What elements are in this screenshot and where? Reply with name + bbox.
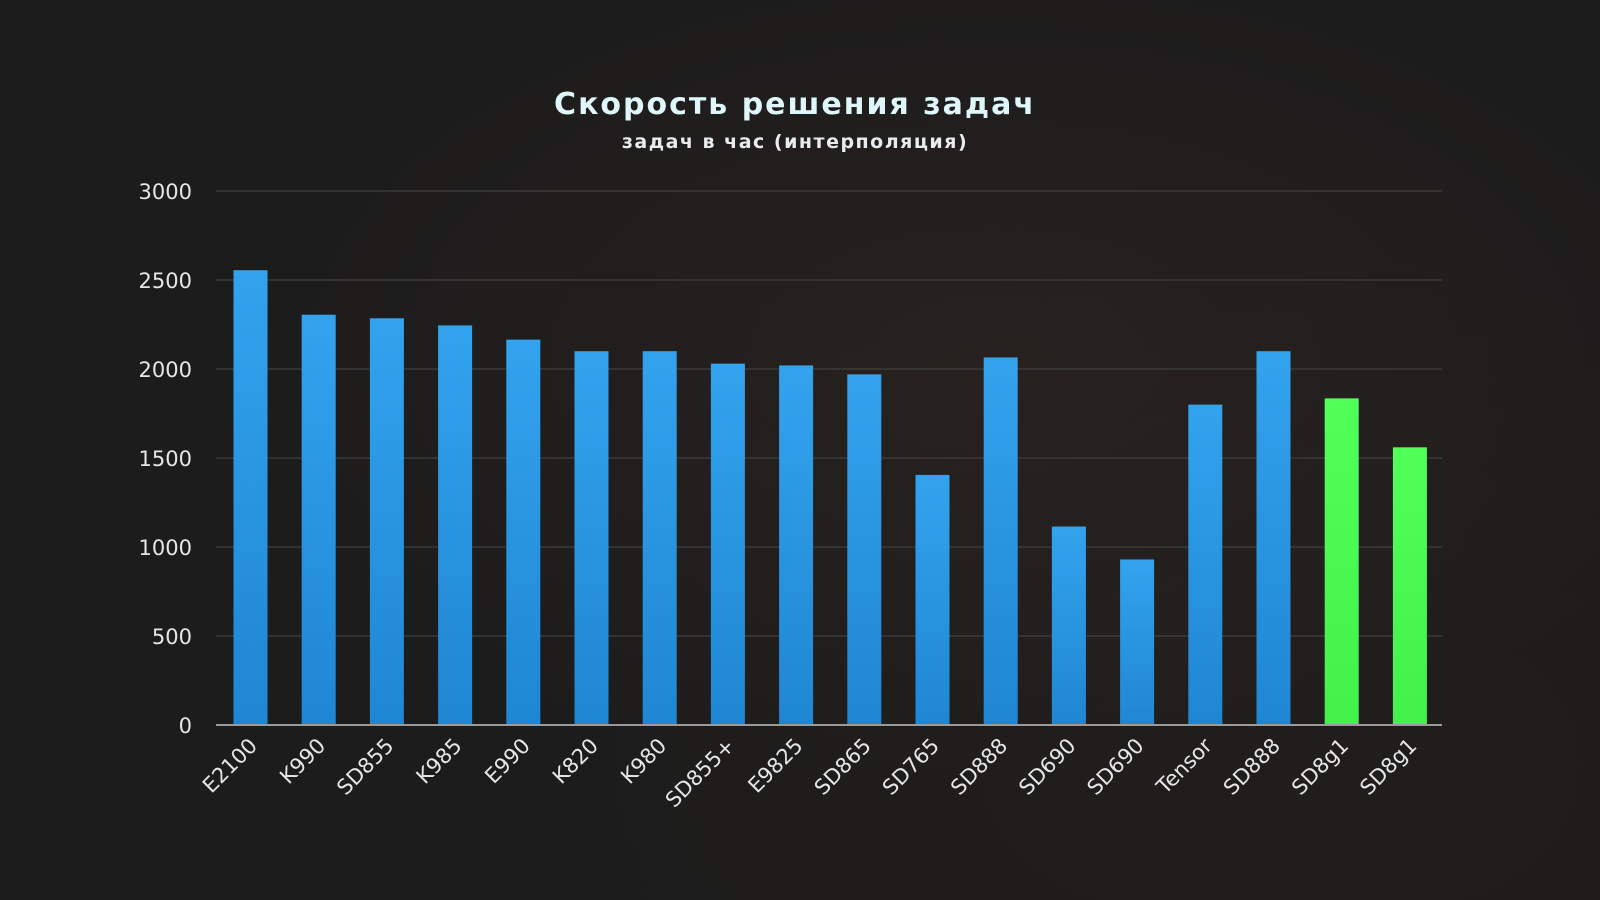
- x-tick-label: SD8g1: [1287, 734, 1353, 800]
- y-tick-label: 2500: [139, 269, 192, 293]
- bar: [369, 318, 404, 725]
- bar: [642, 351, 677, 725]
- bar: [1392, 447, 1427, 725]
- bars: [233, 270, 1427, 725]
- x-tick-label: SD765: [878, 734, 944, 800]
- grid-lines: [216, 190, 1442, 637]
- bar: [1051, 526, 1086, 725]
- x-tick-label: SD8g1: [1355, 734, 1421, 800]
- bar: [710, 363, 745, 725]
- x-tick-label: SD888: [946, 734, 1012, 800]
- bar: [301, 314, 336, 725]
- bar: [233, 270, 268, 725]
- bar: [1120, 559, 1155, 725]
- x-tick-label: E9825: [743, 734, 807, 798]
- bar: [1256, 351, 1291, 725]
- x-tick-label: E990: [480, 734, 535, 789]
- y-tick-label: 1000: [139, 536, 192, 560]
- x-tick-label: SD865: [810, 734, 876, 800]
- y-axis-ticks: 0 500 1000 1500 2000 2500 3000: [139, 180, 192, 738]
- bar: [779, 365, 814, 725]
- y-tick-label: 3000: [139, 180, 192, 204]
- x-tick-label: K985: [412, 734, 467, 789]
- bar: [983, 357, 1018, 725]
- bar: [506, 339, 541, 725]
- chart-subtitle: задач в час (интерполяция): [622, 131, 968, 153]
- x-tick-label: Tensor: [1151, 733, 1217, 799]
- chart-title: Скорость решения задач: [554, 87, 1036, 122]
- bar: [915, 474, 950, 725]
- x-tick-label: SD888: [1219, 734, 1285, 800]
- x-tick-label: K820: [548, 734, 603, 789]
- y-tick-label: 2000: [139, 358, 192, 382]
- x-tick-label: SD855: [332, 734, 398, 800]
- y-tick-label: 500: [152, 625, 192, 649]
- bar: [438, 325, 473, 725]
- x-tick-label: SD690: [1014, 734, 1080, 800]
- y-tick-label: 1500: [139, 447, 192, 471]
- x-tick-label: K980: [616, 734, 671, 789]
- bar: [1324, 398, 1359, 725]
- y-tick-label: 0: [179, 714, 192, 738]
- x-tick-label: SD855+: [661, 734, 740, 813]
- x-tick-label: E2100: [198, 734, 262, 798]
- bar: [1188, 404, 1223, 725]
- bar: [574, 351, 609, 725]
- x-tick-label: SD690: [1082, 734, 1148, 800]
- x-tick-label: K990: [275, 734, 330, 789]
- bar: [847, 374, 882, 725]
